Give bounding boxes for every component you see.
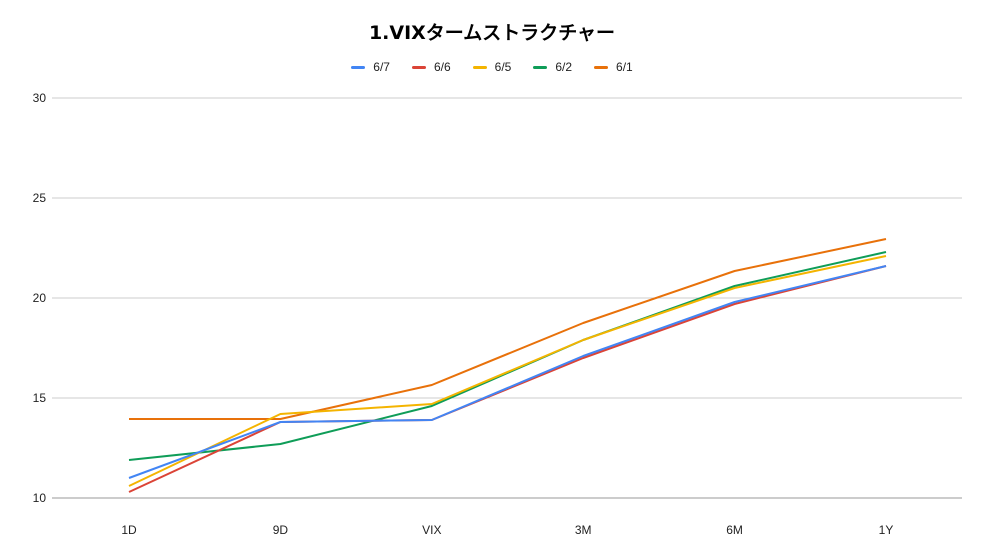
legend-label-1: 6/6 xyxy=(433,60,451,74)
legend-label-4: 6/1 xyxy=(616,60,633,74)
legend-item-4[interactable]: 6/1 xyxy=(594,60,633,74)
series-line-1[interactable] xyxy=(128,265,887,493)
x-tick-label: VIX xyxy=(422,523,441,537)
legend-item-3[interactable]: 6/2 xyxy=(533,60,572,74)
legend-label-2: 6/5 xyxy=(494,60,512,74)
series-line-3[interactable] xyxy=(128,251,887,461)
legend-label-3: 6/2 xyxy=(555,60,573,74)
series-line-2[interactable] xyxy=(128,255,887,487)
series-line-4[interactable] xyxy=(129,238,887,420)
series-line-0[interactable] xyxy=(128,265,887,479)
y-tick-label: 10 xyxy=(33,491,47,505)
x-tick-label: 1D xyxy=(121,523,137,537)
legend-item-0[interactable]: 6/7 xyxy=(351,60,390,74)
x-tick-label: 9D xyxy=(273,523,289,537)
legend-swatch-2 xyxy=(472,65,487,69)
legend-swatch-0 xyxy=(351,65,366,69)
x-tick-label: 6M xyxy=(726,523,743,537)
legend-item-2[interactable]: 6/5 xyxy=(472,60,512,74)
legend-swatch-1 xyxy=(411,65,426,69)
legend-item-1[interactable]: 6/6 xyxy=(411,60,451,74)
x-tick-label: 3M xyxy=(575,523,592,537)
legend-label-0: 6/7 xyxy=(373,60,390,74)
legend: 6/7 6/6 6/5 6/2 6/1 xyxy=(0,60,984,74)
legend-swatch-4 xyxy=(594,65,609,69)
y-tick-label: 20 xyxy=(33,291,47,305)
chart-title: 1.VIXタームストラクチャー xyxy=(368,22,616,44)
legend-swatch-3 xyxy=(533,65,548,69)
x-tick-label: 1Y xyxy=(879,523,894,537)
y-tick-label: 30 xyxy=(33,91,47,105)
y-tick-label: 25 xyxy=(33,191,47,205)
y-tick-label: 15 xyxy=(33,391,47,405)
